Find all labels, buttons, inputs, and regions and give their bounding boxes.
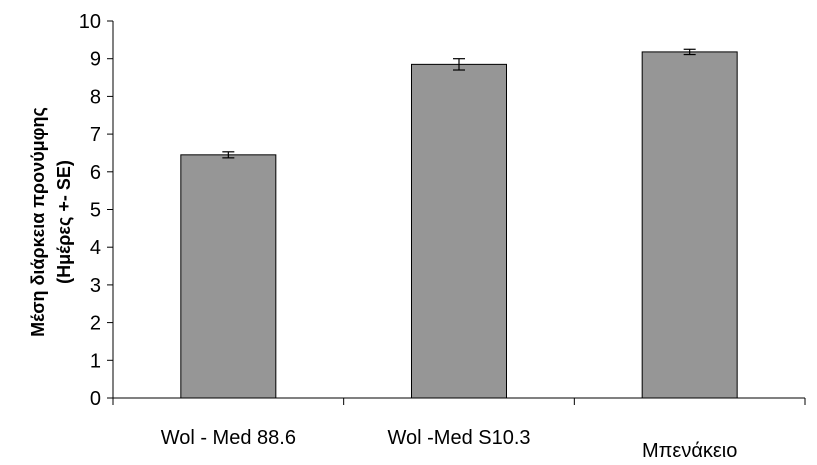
x-category-label: Wol - Med 88.6 <box>161 427 296 449</box>
y-tick-label: 5 <box>90 200 101 222</box>
error-bars <box>222 48 696 159</box>
y-tick-label: 6 <box>90 162 101 184</box>
y-tick-label: 2 <box>90 313 101 335</box>
y-tick-label: 3 <box>90 275 101 297</box>
y-tick-label: 8 <box>90 86 101 108</box>
y-axis-title: Μέση διάρκεια προνύμφης (Ημέρες +- SE) <box>28 107 74 337</box>
bar <box>180 154 277 399</box>
y-axis-title-line-1: Μέση διάρκεια προνύμφης <box>28 107 48 337</box>
y-tick-label: 0 <box>90 388 101 410</box>
bars <box>180 51 738 399</box>
x-category-label: Wol -Med S10.3 <box>387 427 530 449</box>
labels: Wol - Med 88.6 Wol -Med S10.3 Μπενάκειο <box>161 427 738 462</box>
x-category-label: Μπενάκειο <box>642 440 737 462</box>
bar <box>411 63 507 399</box>
y-tick-label: 7 <box>90 124 101 146</box>
y-tick-label: 10 <box>79 11 101 33</box>
y-tick-label: 1 <box>90 350 101 372</box>
y-tick-label: 9 <box>90 49 101 71</box>
y-axis-title-line-2: (Ημέρες +- SE) <box>54 160 74 284</box>
bar <box>641 51 738 399</box>
y-tick-label: 4 <box>90 237 101 259</box>
